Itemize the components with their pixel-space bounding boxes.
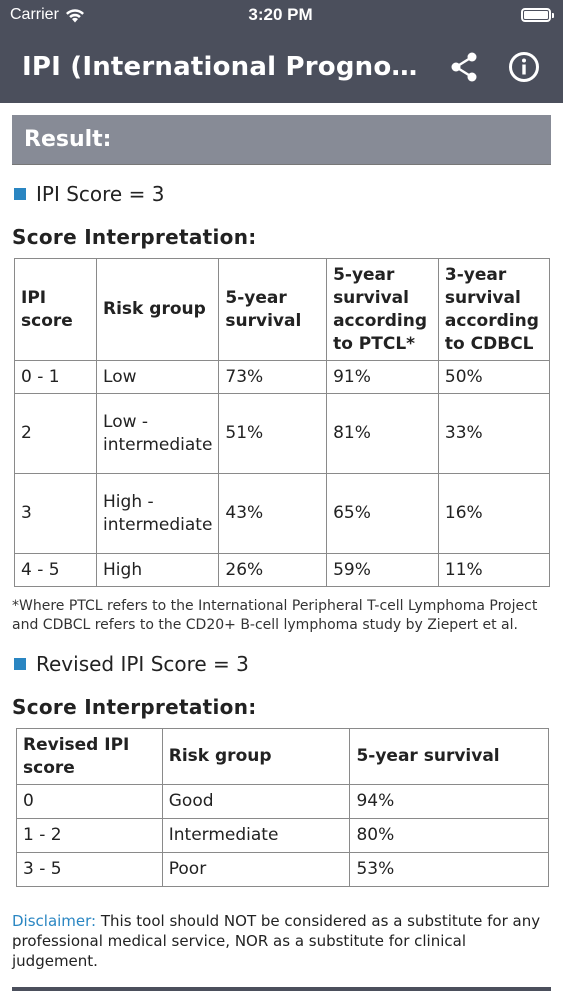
result-heading: Result: [12, 115, 551, 165]
wifi-icon [65, 8, 84, 22]
table-cell: Low - intermediate [96, 393, 220, 474]
info-button[interactable] [507, 50, 541, 84]
table-cell: High - intermediate [96, 473, 220, 554]
status-right [401, 8, 554, 22]
info-icon [509, 51, 539, 82]
table-cell: 91% [326, 360, 439, 394]
table-cell: Poor [161, 852, 351, 887]
ipi-score-text: IPI Score = 3 [36, 182, 165, 206]
status-time: 3:20 PM [248, 5, 313, 24]
bottom-divider [12, 987, 551, 991]
table-cell: 59% [326, 553, 439, 587]
table-header-cell: Risk group [161, 728, 351, 785]
table-cell: 26% [218, 553, 328, 587]
table-cell: 3 [13, 473, 98, 554]
app-header: Carrier 3:20 PM IPI (International Progn… [0, 0, 563, 103]
table-header-row: Revised IPI score Risk group 5-year surv… [16, 728, 549, 785]
table-cell: 16% [437, 473, 551, 554]
table-row: 3 High - intermediate 43% 65% 16% [13, 473, 551, 554]
table-cell: 2 [13, 393, 98, 474]
table-row: 0 Good 94% [16, 784, 549, 819]
square-bullet-icon [14, 188, 26, 200]
battery-icon [521, 8, 554, 22]
table-cell: 0 [16, 784, 163, 819]
table-header-cell: IPI score [13, 258, 98, 361]
disclaimer-text: This tool should NOT be considered as a … [12, 912, 541, 970]
table-row: 0 - 1 Low 73% 91% 50% [13, 360, 551, 394]
table-cell: Low [96, 360, 220, 394]
table-header-cell: 5-year survival [349, 728, 549, 785]
revised-interpretation-title: Score Interpretation: [12, 695, 257, 719]
page-title: IPI (International Prognostic Index) [22, 51, 429, 82]
revised-score-line: Revised IPI Score = 3 [12, 652, 551, 676]
table-header-cell: Risk group [96, 258, 220, 361]
table-header-row: IPI score Risk group 5-year survival 5-y… [13, 258, 551, 361]
table-cell: 3 - 5 [16, 852, 163, 887]
table-cell: 43% [218, 473, 328, 554]
table-cell: 1 - 2 [16, 818, 163, 853]
status-bar: Carrier 3:20 PM [0, 0, 563, 30]
ipi-footnote: *Where PTCL refers to the International … [12, 598, 538, 633]
table-header-cell: Revised IPI score [16, 728, 163, 785]
revised-interpretation-table: Revised IPI score Risk group 5-year surv… [16, 728, 549, 887]
share-icon [451, 52, 477, 81]
status-left: Carrier [10, 6, 160, 24]
table-cell: 0 - 1 [13, 360, 98, 394]
disclaimer: Disclaimer: This tool should NOT be cons… [12, 911, 551, 971]
table-cell: 94% [349, 784, 549, 819]
ipi-interpretation-title: Score Interpretation: [12, 225, 257, 249]
share-button[interactable] [447, 50, 481, 84]
table-cell: 51% [218, 393, 328, 474]
table-cell: 73% [218, 360, 328, 394]
revised-score-text: Revised IPI Score = 3 [36, 652, 249, 676]
table-row: 4 - 5 High 26% 59% 11% [13, 553, 551, 587]
table-cell: 11% [437, 553, 551, 587]
table-cell: Intermediate [161, 818, 351, 853]
table-row: 1 - 2 Intermediate 80% [16, 818, 549, 853]
table-cell: Good [161, 784, 351, 819]
table-row: 2 Low - intermediate 51% 81% 33% [13, 393, 551, 474]
table-header-cell: 5-year survival [218, 258, 328, 361]
table-header-cell: 3-year survival according to CDBCL [437, 258, 551, 361]
table-cell: 53% [349, 852, 549, 887]
content: Result: IPI Score = 3 Score Interpretati… [0, 103, 563, 971]
table-row: 3 - 5 Poor 53% [16, 852, 549, 887]
table-cell: 81% [326, 393, 439, 474]
nav-actions [447, 50, 541, 84]
square-bullet-icon [14, 658, 26, 670]
nav-bar: IPI (International Prognostic Index) [0, 30, 563, 103]
table-header-cell: 5-year survival according to PTCL* [326, 258, 439, 361]
table-cell: 80% [349, 818, 549, 853]
disclaimer-label: Disclaimer: [12, 912, 97, 930]
table-cell: 50% [437, 360, 551, 394]
table-cell: 33% [437, 393, 551, 474]
table-cell: 65% [326, 473, 439, 554]
table-cell: High [96, 553, 220, 587]
carrier-label: Carrier [10, 6, 59, 23]
ipi-interpretation-table: IPI score Risk group 5-year survival 5-y… [13, 258, 551, 587]
ipi-score-line: IPI Score = 3 [12, 182, 551, 206]
table-cell: 4 - 5 [13, 553, 98, 587]
